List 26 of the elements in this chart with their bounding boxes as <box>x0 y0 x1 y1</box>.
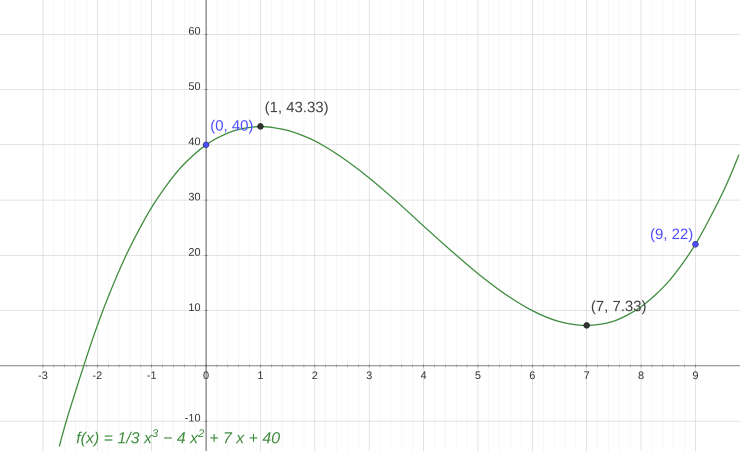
point <box>583 322 590 329</box>
x-tick-label: 2 <box>312 371 318 380</box>
x-tick-label: 4 <box>420 371 426 379</box>
x-tick-label: 3 <box>366 371 372 380</box>
x-tick-label: -1 <box>147 371 156 379</box>
y-tick-label: 50 <box>188 82 200 90</box>
x-tick-label: 1 <box>258 371 263 379</box>
point <box>692 241 699 248</box>
y-tick-label: 40 <box>188 138 200 146</box>
point <box>257 123 264 130</box>
y-tick-label: 20 <box>188 248 200 256</box>
x-tick-label: 6 <box>530 371 535 380</box>
x-tick-label: 5 <box>475 371 481 380</box>
x-tick-label: 8 <box>638 371 644 380</box>
x-tick-label: 7 <box>584 371 590 379</box>
y-tick-label: 30 <box>188 192 200 201</box>
y-tick-label: 10 <box>189 303 200 312</box>
x-tick-label: 9 <box>692 371 698 380</box>
annotation: f(x) = 1/3 x$^{3}$ − 4 x$^{2}$ + 7 x + 40 <box>76 429 280 447</box>
x-tick-label: -2 <box>92 371 102 380</box>
y-tick-label: -10 <box>185 414 200 422</box>
annotation: (9, 22) <box>650 228 692 242</box>
annotation: (1, 43.33) <box>266 101 328 116</box>
point <box>202 142 210 148</box>
y-tick-label: 60 <box>188 26 200 35</box>
x-tick-label: -3 <box>38 371 48 380</box>
